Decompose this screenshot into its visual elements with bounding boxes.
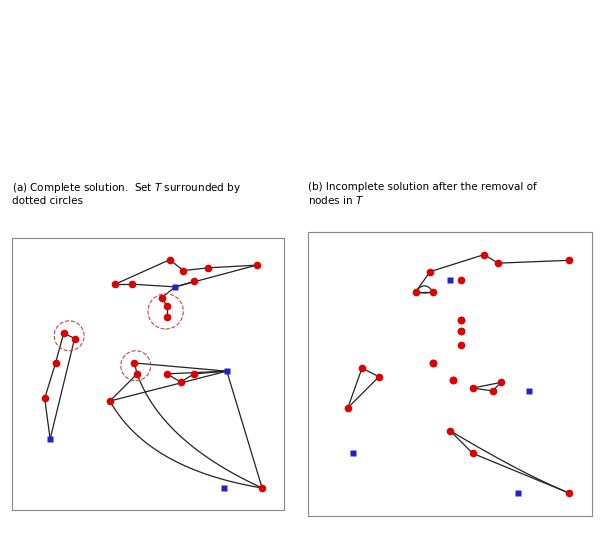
Text: (a) Complete solution.  Set $T$ surrounded by
dotted circles: (a) Complete solution. Set $T$ surrounde…: [12, 181, 242, 206]
Text: (b) Incomplete solution after the removal of
nodes in $T$: (b) Incomplete solution after the remova…: [308, 182, 537, 206]
